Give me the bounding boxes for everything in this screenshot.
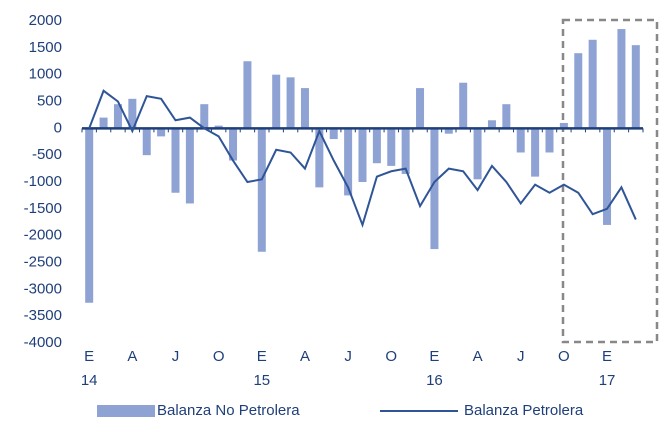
bar <box>516 128 525 153</box>
x-tick-label: E <box>84 348 94 365</box>
x-tick-label: A <box>127 348 137 365</box>
x-tick-label: O <box>558 348 570 365</box>
y-tick-label: -1000 <box>24 173 62 190</box>
y-tick-label: -4000 <box>24 334 62 351</box>
bar <box>459 82 468 129</box>
legend-label: Balanza Petrolera <box>464 402 584 419</box>
bar <box>430 128 439 250</box>
bar <box>171 128 180 193</box>
bar <box>185 128 194 204</box>
x-tick-label: J <box>344 348 352 365</box>
bar <box>603 128 612 225</box>
y-tick-label: -3000 <box>24 280 62 297</box>
x-tick-label: O <box>213 348 225 365</box>
bar <box>416 88 425 129</box>
x-year-label: 14 <box>81 372 98 389</box>
x-tick-label: A <box>300 348 310 365</box>
bar <box>113 104 122 129</box>
legend-label: Balanza No Petrolera <box>157 402 300 419</box>
y-tick-label: -500 <box>32 146 62 163</box>
bar <box>272 74 281 129</box>
y-tick-label: -2500 <box>24 253 62 270</box>
bar <box>617 29 626 129</box>
bar <box>358 128 367 182</box>
bar <box>329 128 338 140</box>
bar <box>200 104 209 129</box>
y-tick-label: 0 <box>54 119 62 136</box>
bar <box>531 128 540 177</box>
bar <box>444 128 453 134</box>
bar <box>545 128 554 153</box>
x-tick-label: O <box>385 348 397 365</box>
highlight-box <box>561 18 659 344</box>
x-tick-label: E <box>257 348 267 365</box>
bar <box>128 98 137 129</box>
y-tick-label: -1500 <box>24 200 62 217</box>
bar <box>229 128 238 161</box>
bar <box>243 61 252 129</box>
y-tick-label: -2000 <box>24 227 62 244</box>
bar <box>401 128 410 174</box>
y-tick-label: 1000 <box>29 66 62 83</box>
bar <box>142 128 151 156</box>
y-tick-label: 1500 <box>29 39 62 56</box>
x-tick-label: J <box>517 348 525 365</box>
bar <box>574 53 583 129</box>
y-tick-label: -3500 <box>24 307 62 324</box>
x-tick-label: E <box>602 348 612 365</box>
bar <box>214 125 223 129</box>
bar <box>387 128 396 166</box>
line <box>88 89 637 229</box>
x-year-label: 15 <box>253 372 270 389</box>
bar <box>631 45 640 129</box>
bar <box>157 128 166 137</box>
bar <box>315 128 324 188</box>
bar <box>502 104 511 129</box>
bar <box>300 88 309 129</box>
bar <box>85 128 94 303</box>
bar <box>372 128 381 164</box>
bar <box>473 128 482 180</box>
x-tick-label: J <box>172 348 180 365</box>
bar <box>286 77 295 129</box>
x-year-label: 16 <box>426 372 443 389</box>
y-tick-label: 500 <box>37 92 62 109</box>
bar <box>588 39 597 129</box>
y-tick-label: 2000 <box>29 12 62 29</box>
x-year-label: 17 <box>599 372 616 389</box>
bar <box>487 120 496 129</box>
x-tick-label: A <box>473 348 483 365</box>
bar <box>559 122 568 129</box>
x-tick-label: E <box>429 348 439 365</box>
legend-swatch <box>97 405 155 417</box>
bar <box>257 128 266 252</box>
bar <box>344 128 353 196</box>
bar <box>99 117 108 129</box>
